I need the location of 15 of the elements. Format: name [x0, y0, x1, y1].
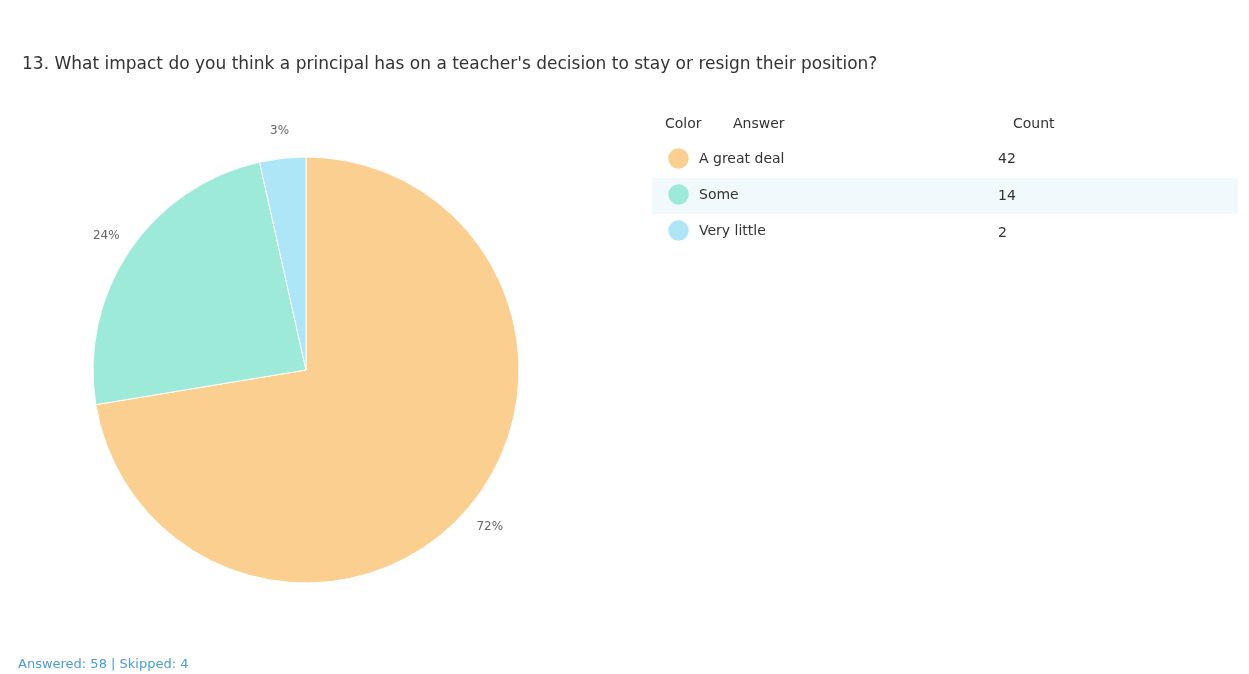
text: 14: [998, 187, 1016, 203]
data-label: 72%: [476, 518, 504, 533]
text: Answered: 58 | Skipped: 4: [18, 656, 189, 671]
legend-label: Very little: [699, 221, 766, 238]
text: Count: [1013, 115, 1056, 131]
data-label: 3%: [270, 123, 290, 138]
chart-title: 13. What impact do you think a principal has on a teacher's decision to stay or resign their position?: [22, 53, 878, 73]
text: Answer: [733, 115, 785, 131]
text: Color: [665, 115, 702, 131]
legend-label: A great deal: [699, 149, 785, 166]
text: 2: [998, 224, 1007, 240]
data-label: 24%: [92, 228, 120, 243]
text: 42: [998, 150, 1016, 166]
pie-slice: [95, 156, 520, 584]
legend-label: Some: [699, 185, 739, 202]
